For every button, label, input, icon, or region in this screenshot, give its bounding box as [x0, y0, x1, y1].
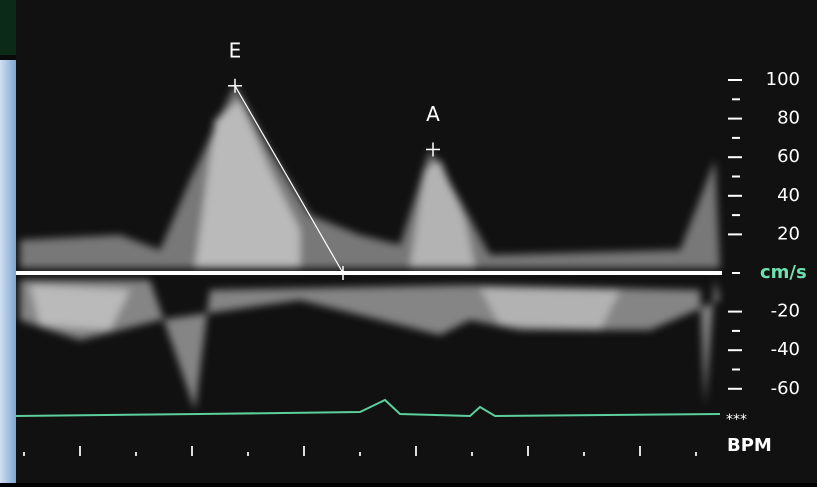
peak-label: E	[229, 38, 242, 62]
tick-label: 40	[777, 185, 800, 206]
tick-label: -60	[771, 378, 800, 399]
footer-marker: ***	[726, 412, 747, 428]
doppler-image: 100 80 60 40 20 -20 -40 -60 E A cm/s *** BPM	[0, 0, 817, 483]
side-strip	[0, 60, 16, 483]
tick-label: -40	[771, 339, 800, 360]
tick-label: 80	[777, 108, 800, 129]
unit-label: cm/s	[760, 262, 807, 283]
tick-label: 20	[777, 223, 800, 244]
peak-label: A	[426, 102, 440, 126]
tick-label: -20	[771, 301, 800, 322]
rate-label: BPM	[727, 435, 772, 456]
page: 10080604020-20-40-60 EA cm/s *** BPM (()…	[0, 0, 817, 483]
tick-label: 60	[777, 146, 800, 167]
tick-label: 100	[766, 69, 800, 90]
